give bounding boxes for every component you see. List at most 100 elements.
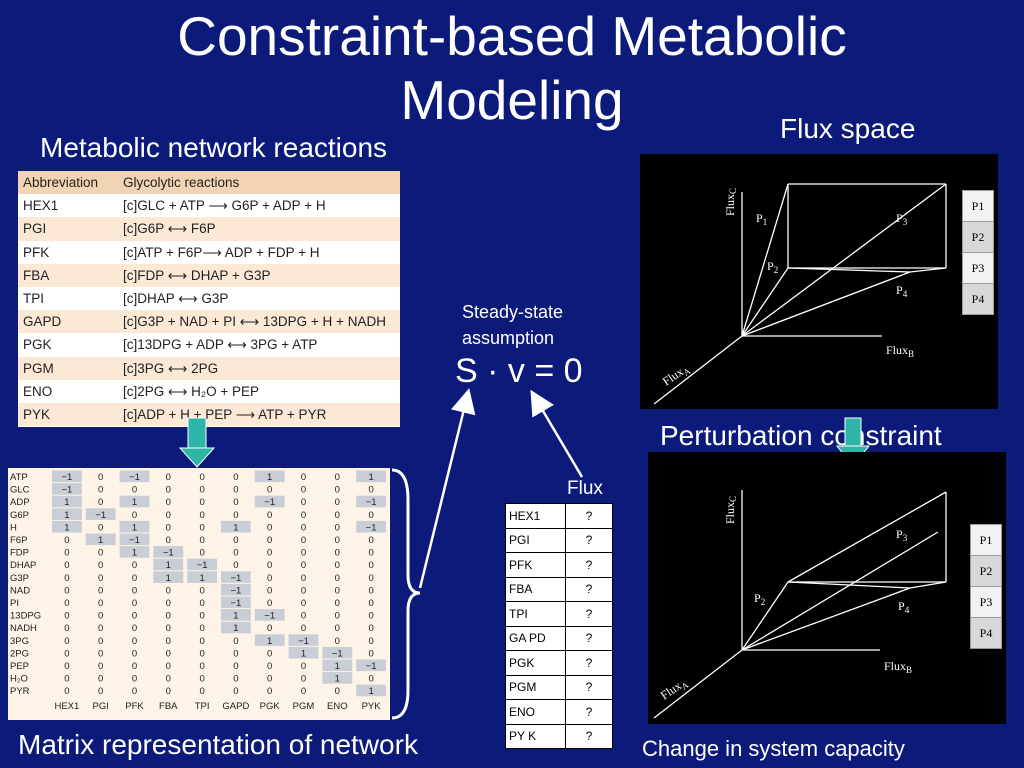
matrix-nonzero-cell (153, 571, 184, 583)
flux-row: HEX1? (505, 503, 613, 529)
matrix-cell: 0 (233, 548, 238, 559)
matrix-cell: 1 (64, 510, 69, 521)
matrix-cell: 0 (132, 686, 137, 697)
reaction-row: PGM [c]3PG ⟷ 2PG (18, 356, 400, 380)
legend-p3: P3 (963, 253, 993, 284)
flux-row: GA PD? (505, 625, 613, 651)
matrix-cell: 0 (301, 674, 306, 685)
matrix-row-label: ADP (10, 497, 30, 508)
matrix-cell: 0 (368, 585, 373, 596)
stoichiometric-matrix: ATP −1 0 −1 0 0 0 1 0 0 1 GLC −1 0 0 0 0 0 0 0 0 0 ADP 1 0 1 0 0 0 −1… (8, 468, 390, 720)
reactions-table: Abbreviation Glycolytic reactions HEX1 [c… (18, 171, 400, 427)
matrix-cell: −1 (129, 535, 140, 546)
point-p3: P3 (896, 211, 908, 227)
matrix-cell: 0 (199, 623, 204, 634)
matrix-cell: 0 (64, 623, 69, 634)
reaction-equation: [c]GLC + ATP ⟶ G6P + ADP + H (123, 198, 326, 214)
matrix-cell: 0 (233, 497, 238, 508)
reaction-abbr: PFK (23, 244, 50, 260)
matrix-nonzero-cell (356, 520, 386, 533)
reaction-abbr: PGK (23, 337, 52, 353)
steady-state-line-1: Steady-state (462, 302, 564, 322)
matrix-row-label: GLC (10, 485, 30, 496)
matrix-cell: 0 (233, 661, 238, 672)
matrix-cell: 0 (98, 648, 103, 659)
matrix-cell: 1 (64, 497, 69, 508)
reaction-abbr: ENO (23, 383, 53, 399)
matrix-cell: 0 (199, 472, 204, 483)
reactions-table-header: Abbreviation Glycolytic reactions (18, 171, 400, 195)
reaction-row: FBA [c]FDP ⟷ DHAP + G3P (18, 263, 400, 287)
matrix-cell: 0 (64, 548, 69, 559)
matrix-column-label: PGK (260, 701, 281, 712)
matrix-cell: 0 (301, 598, 306, 609)
matrix-cell: 0 (199, 686, 204, 697)
matrix-cell: 0 (335, 497, 340, 508)
matrix-cell: 0 (64, 585, 69, 596)
matrix-cell: 0 (98, 548, 103, 559)
matrix-cell: 0 (132, 674, 137, 685)
reaction-abbr: PGM (23, 360, 54, 376)
matrix-cell: 0 (335, 560, 340, 571)
flux-space-legend: P1 P2 P3 P4 (962, 190, 994, 315)
matrix-cell: 0 (166, 674, 171, 685)
point-p1: P1 (756, 211, 767, 227)
flux-value: ? (565, 503, 613, 529)
matrix-cell: 0 (335, 472, 340, 483)
matrix-cell: 0 (199, 548, 204, 559)
matrix-cell: 1 (166, 573, 171, 584)
matrix-row-label: 3PG (10, 636, 29, 647)
matrix-cell: 0 (132, 611, 137, 622)
matrix-nonzero-cell (119, 546, 150, 558)
matrix-cell: 0 (267, 648, 272, 659)
matrix-cell: −1 (230, 598, 241, 609)
axis-a-label-2: FluxA (658, 675, 691, 704)
flux-reaction-name: PGM (505, 674, 566, 700)
matrix-cell: 0 (166, 472, 171, 483)
matrix-cell: −1 (366, 661, 377, 672)
matrix-cell: 0 (64, 598, 69, 609)
legend-p4: P4 (963, 284, 993, 314)
flux-value: ? (565, 723, 613, 749)
matrix-cell: 0 (267, 585, 272, 596)
matrix-cell: 0 (64, 674, 69, 685)
matrix-cell: 0 (368, 485, 373, 496)
reaction-abbr: FBA (23, 267, 50, 283)
matrix-cell: 0 (368, 636, 373, 647)
flux-value: ? (565, 674, 613, 700)
matrix-cell: 0 (335, 585, 340, 596)
matrix-cell: 1 (233, 522, 238, 533)
matrix-row-label: PEP (10, 661, 29, 672)
matrix-cell: 0 (64, 573, 69, 584)
matrix-cell: 0 (368, 535, 373, 546)
perturbation-plot: FluxC FluxB FluxA P2 P3 P4 (653, 490, 947, 719)
matrix-cell: 0 (166, 661, 171, 672)
reaction-abbr: GAPD (23, 314, 62, 330)
matrix-cell: 0 (368, 611, 373, 622)
matrix-column-label: FBA (159, 701, 178, 712)
matrix-nonzero-cell (153, 546, 184, 558)
matrix-cell: 0 (166, 648, 171, 659)
matrix-brace (391, 468, 421, 720)
matrix-row-label: FDP (10, 548, 29, 559)
matrix-cell: 0 (132, 573, 137, 584)
point-p2-b: P2 (754, 591, 765, 607)
matrix-cell: 0 (301, 535, 306, 546)
matrix-cell: 0 (199, 611, 204, 622)
matrix-cell: 0 (199, 497, 204, 508)
matrix-cell: 0 (64, 636, 69, 647)
matrix-cell: 0 (132, 598, 137, 609)
matrix-cell: 0 (335, 573, 340, 584)
point-p4: P4 (896, 283, 908, 299)
matrix-cell: 0 (199, 585, 204, 596)
matrix-cell: −1 (61, 485, 72, 496)
matrix-nonzero-cell (356, 659, 386, 672)
steady-state-label: Steady-state assumption (462, 299, 563, 351)
reaction-equation: [c]2PG ⟷ H₂O + PEP (123, 383, 260, 399)
matrix-cell: 0 (98, 661, 103, 672)
matrix-cell: 0 (368, 648, 373, 659)
matrix-cell: 0 (267, 661, 272, 672)
flux-space-heading: Flux space (780, 113, 916, 144)
matrix-cell: −1 (197, 560, 208, 571)
matrix-cell: 0 (335, 510, 340, 521)
